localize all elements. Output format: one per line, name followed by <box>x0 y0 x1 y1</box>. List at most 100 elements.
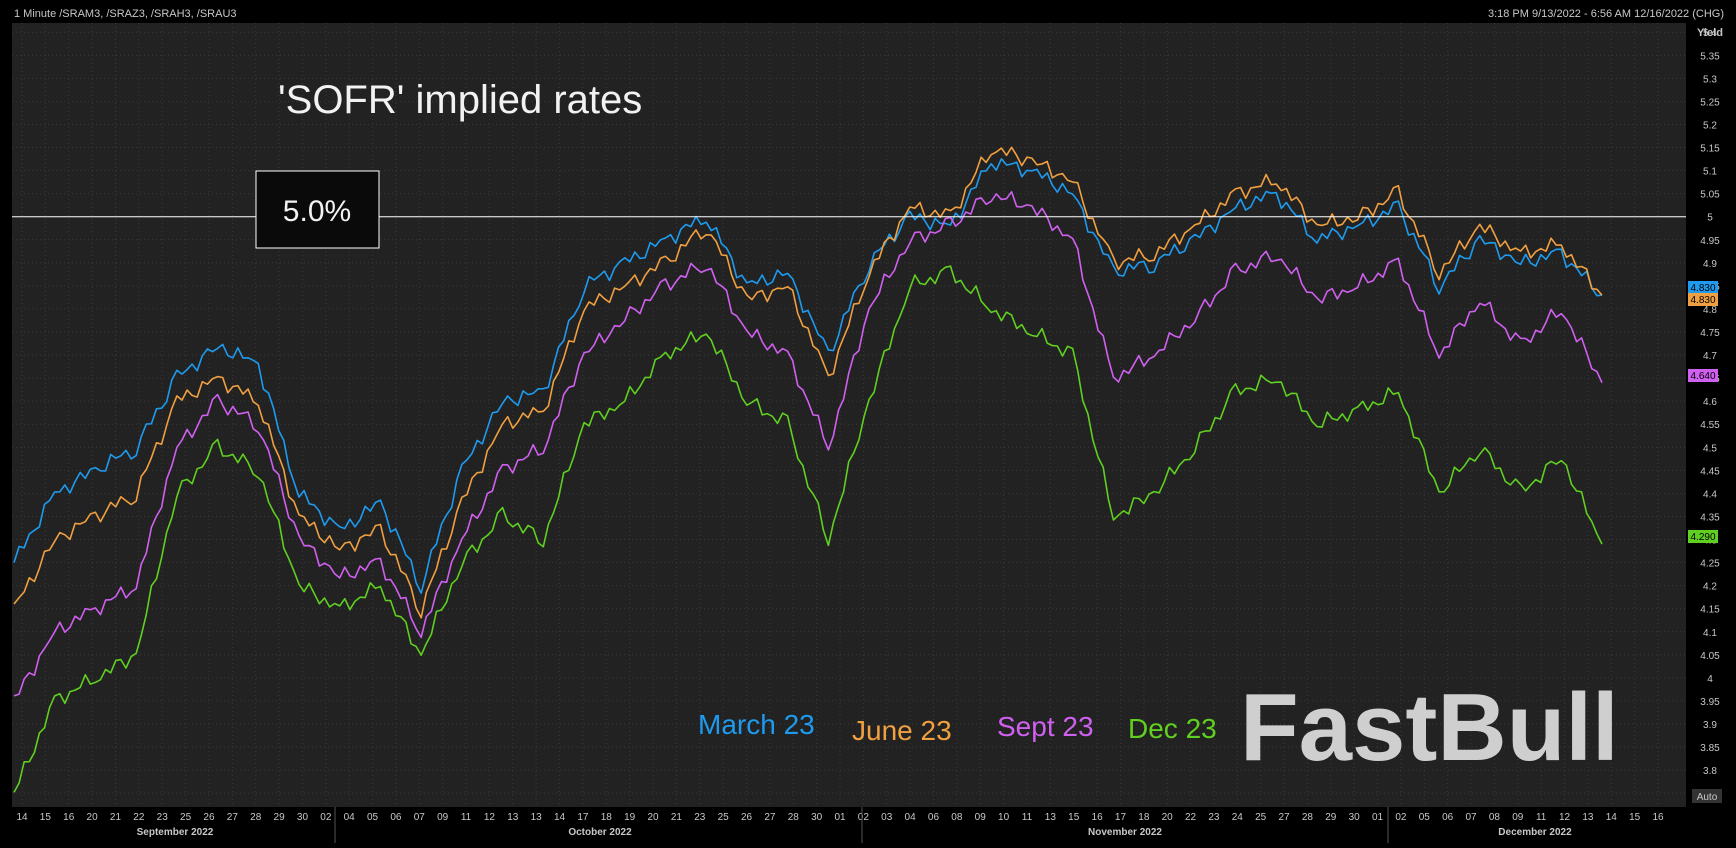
legend-sept: Sept 23 <box>997 711 1094 742</box>
y-tick-label: 5.2 <box>1703 120 1717 131</box>
yield-axis-title: Yield <box>1697 27 1723 39</box>
month-label: November 2022 <box>1088 827 1162 838</box>
series-lines <box>13 146 1603 793</box>
y-tick-label: 5.3 <box>1703 74 1717 85</box>
x-tick-label: 06 <box>928 812 940 823</box>
x-tick-label: 28 <box>788 812 800 823</box>
x-tick-label: 07 <box>414 812 426 823</box>
x-tick-label: 11 <box>1536 812 1547 823</box>
y-tick-label: 4.1 <box>1703 628 1717 639</box>
x-tick-label: 15 <box>1068 812 1080 823</box>
x-tick-label: 14 <box>1606 812 1618 823</box>
x-tick-label: 17 <box>1115 812 1127 823</box>
x-tick-label: 01 <box>834 812 846 823</box>
x-tick-label: 26 <box>203 812 215 823</box>
y-tick-label: 4.25 <box>1700 559 1720 570</box>
series-line-march <box>13 158 1603 594</box>
y-tick-label: 4.5 <box>1703 443 1717 454</box>
month-label: October 2022 <box>568 827 632 838</box>
y-tick-label: 5.1 <box>1703 167 1717 178</box>
x-tick-label: 30 <box>1349 812 1361 823</box>
x-tick-label: 09 <box>437 812 449 823</box>
x-tick-label: 30 <box>811 812 823 823</box>
x-tick-label: 09 <box>1512 812 1524 823</box>
series-line-dec <box>13 265 1603 793</box>
last-value-badge <box>1688 293 1718 306</box>
x-tick-label: 16 <box>63 812 75 823</box>
x-tick-label: 29 <box>1325 812 1337 823</box>
x-tick-label: 05 <box>1419 812 1431 823</box>
series-line-june <box>13 146 1603 619</box>
header-right: 3:18 PM 9/13/2022 - 6:56 AM 12/16/2022 (… <box>1488 8 1724 20</box>
x-tick-label: 12 <box>484 812 496 823</box>
x-tick-label: 21 <box>110 812 122 823</box>
x-tick-label: 09 <box>975 812 987 823</box>
y-tick-label: 4.45 <box>1700 466 1720 477</box>
x-tick-label: 13 <box>531 812 543 823</box>
x-tick-label: 25 <box>1255 812 1267 823</box>
y-tick-label: 5.25 <box>1700 97 1720 108</box>
x-tick-label: 16 <box>1092 812 1104 823</box>
five-percent-label-box <box>255 170 380 249</box>
x-tick-label: 19 <box>624 812 636 823</box>
x-tick-label: 02 <box>858 812 870 823</box>
y-tick-label: 5 <box>1707 213 1713 224</box>
x-tick-label: 04 <box>344 812 356 823</box>
y-tick-label: 5.05 <box>1700 190 1720 201</box>
series-line-sept <box>13 191 1603 697</box>
y-tick-label: 5.15 <box>1700 144 1720 155</box>
header-left: 1 Minute /SRAM3, /SRAZ3, /SRAH3, /SRAU3 <box>14 8 237 20</box>
x-tick-label: 24 <box>1232 812 1244 823</box>
x-tick-label: 10 <box>998 812 1010 823</box>
x-tick-label: 23 <box>157 812 169 823</box>
fastbull-watermark: FastBull <box>1240 674 1619 781</box>
last-value-badge <box>1688 281 1718 294</box>
y-tick-label: 5.35 <box>1700 51 1720 62</box>
y-tick-label: 4.75 <box>1700 328 1720 339</box>
x-tick-label: 23 <box>694 812 706 823</box>
x-tick-label: 13 <box>1045 812 1057 823</box>
y-tick-label: 4.8 <box>1703 305 1717 316</box>
x-tick-label: 17 <box>577 812 589 823</box>
x-tick-label: 18 <box>601 812 613 823</box>
y-tick-label: 4.95 <box>1700 236 1720 247</box>
x-tick-label: 04 <box>905 812 917 823</box>
x-tick-label: 05 <box>367 812 379 823</box>
x-tick-label: 27 <box>1278 812 1290 823</box>
x-tick-label: 08 <box>951 812 963 823</box>
x-tick-label: 23 <box>1208 812 1220 823</box>
x-tick-label: 20 <box>647 812 659 823</box>
x-tick-label: 08 <box>1489 812 1501 823</box>
last-value-label: 4.640 <box>1690 371 1715 382</box>
x-tick-label: 27 <box>764 812 776 823</box>
chart-title: 'SOFR' implied rates <box>278 78 642 122</box>
y-tick-label: 4.9 <box>1703 259 1717 270</box>
x-tick-label: 13 <box>507 812 519 823</box>
y-tick-label: 5.4 <box>1703 28 1717 39</box>
y-tick-label: 4.4 <box>1703 489 1717 500</box>
x-tick-label: 14 <box>554 812 566 823</box>
auto-scale-button[interactable] <box>1692 789 1722 803</box>
legend-june: June 23 <box>852 715 952 746</box>
x-tick-label: 12 <box>1559 812 1571 823</box>
y-tick-label: 3.95 <box>1700 697 1720 708</box>
x-tick-label: 02 <box>320 812 332 823</box>
x-tick-label: 18 <box>1138 812 1150 823</box>
plot-area <box>12 23 1686 807</box>
y-tick-label: 4.35 <box>1700 512 1720 523</box>
auto-scale-label: Auto <box>1697 792 1718 803</box>
five-percent-label: 5.0% <box>283 195 351 228</box>
x-tick-label: 22 <box>133 812 145 823</box>
x-tick-label: 16 <box>1652 812 1664 823</box>
y-tick-label: 4.2 <box>1703 582 1717 593</box>
last-value-badge <box>1688 530 1718 543</box>
x-tick-label: 01 <box>1372 812 1384 823</box>
legend-dec: Dec 23 <box>1128 713 1217 744</box>
last-value-label: 4.290 <box>1690 532 1715 543</box>
x-tick-label: 28 <box>1302 812 1314 823</box>
y-tick-label: 4.55 <box>1700 420 1720 431</box>
x-tick-label: 25 <box>180 812 192 823</box>
y-tick-label: 4 <box>1707 674 1713 685</box>
y-tick-label: 3.85 <box>1700 743 1720 754</box>
